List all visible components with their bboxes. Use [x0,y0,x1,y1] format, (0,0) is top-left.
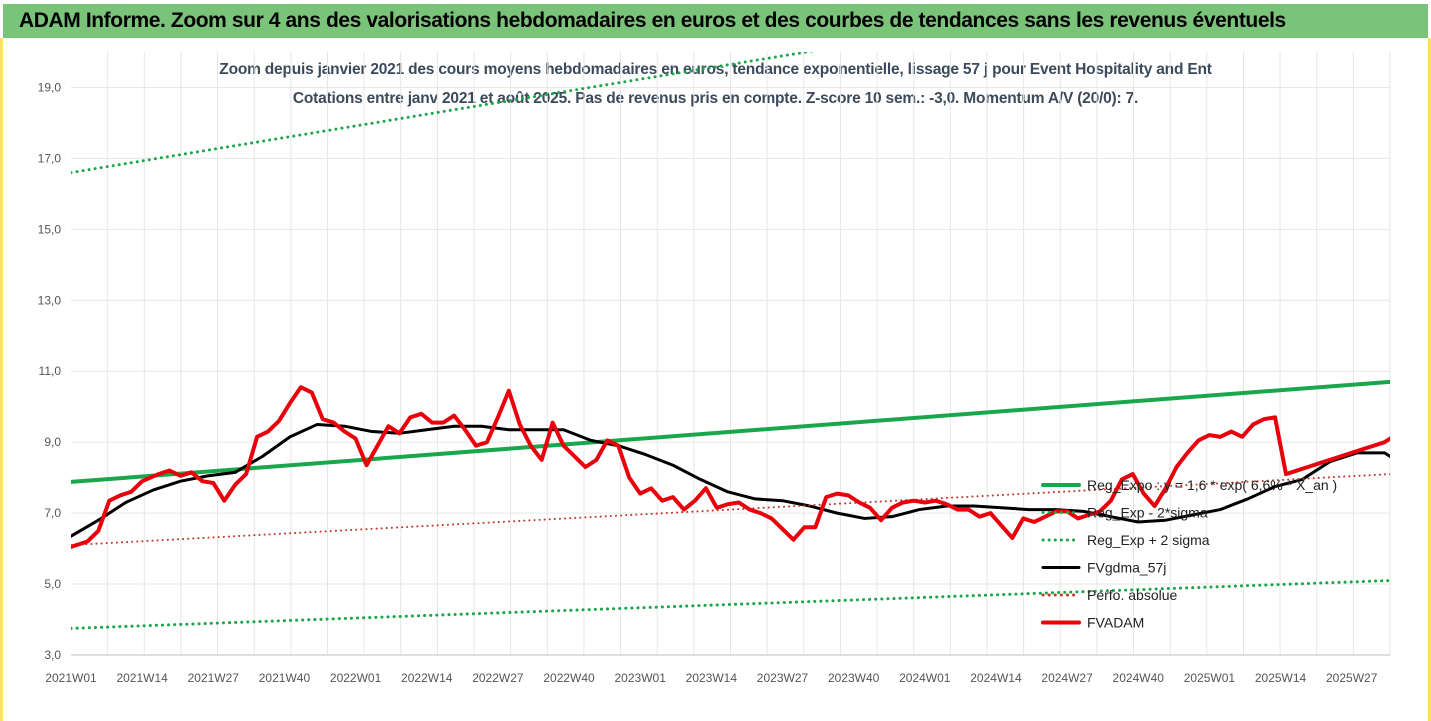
y-tick-label: 9,0 [44,435,61,449]
y-tick-label: 7,0 [44,506,61,520]
x-tick-label: 2023W27 [757,671,809,685]
x-tick-label: 2023W40 [828,671,880,685]
x-tick-label: 2022W40 [543,671,595,685]
right-accent-band [1428,38,1431,721]
x-tick-label: 2022W01 [330,671,382,685]
chart-title: Zoom depuis janvier 2021 des cours moyen… [219,61,1212,78]
legend-label-4: Perfo. absolue [1087,587,1177,603]
left-accent-band [0,38,3,721]
series-line-4 [71,473,1390,547]
x-tick-label: 2023W14 [686,671,738,685]
report-banner: ADAM Informe. Zoom sur 4 ans des valoris… [3,4,1428,38]
x-tick-label: 2025W14 [1255,671,1307,685]
x-tick-label: 2024W01 [899,671,951,685]
legend-label-3: FVgdma_57j [1087,560,1166,576]
x-tick-label: 2021W14 [116,671,168,685]
x-tick-label: 2024W40 [1113,671,1165,685]
x-tick-label: 2022W14 [401,671,453,685]
legend-label-1: Reg_Exp - 2*sigma [1087,505,1208,521]
x-tick-label: 2024W27 [1041,671,1093,685]
x-tick-label: 2021W01 [45,671,97,685]
x-tick-label: 2024W14 [970,671,1022,685]
x-tick-label: 2021W40 [259,671,311,685]
legend-label-2: Reg_Exp + 2 sigma [1087,532,1210,548]
x-tick-label: 2022W27 [472,671,524,685]
x-tick-label: 2025W01 [1184,671,1236,685]
series-line-0 [71,379,1390,484]
y-tick-label: 13,0 [38,293,62,307]
series-line-3 [71,422,1390,538]
y-tick-label: 3,0 [44,648,61,662]
x-tick-label: 2023W01 [615,671,667,685]
y-tick-label: 15,0 [38,222,62,236]
report-banner-title: ADAM Informe. Zoom sur 4 ans des valoris… [19,9,1286,32]
x-tick-label: 2025W27 [1326,671,1378,685]
x-tick-label: 2021W27 [188,671,240,685]
legend-label-5: FVADAM [1087,615,1144,631]
series-line-5 [71,385,1390,549]
series-line-1 [71,579,1390,630]
y-tick-label: 19,0 [38,80,62,94]
y-tick-label: 17,0 [38,151,62,165]
legend-label-0: Reg_Expo : y = 1,6 * exp( 6,6% * X_an ) [1087,477,1337,493]
y-tick-label: 5,0 [44,577,61,591]
y-tick-label: 11,0 [39,364,62,378]
